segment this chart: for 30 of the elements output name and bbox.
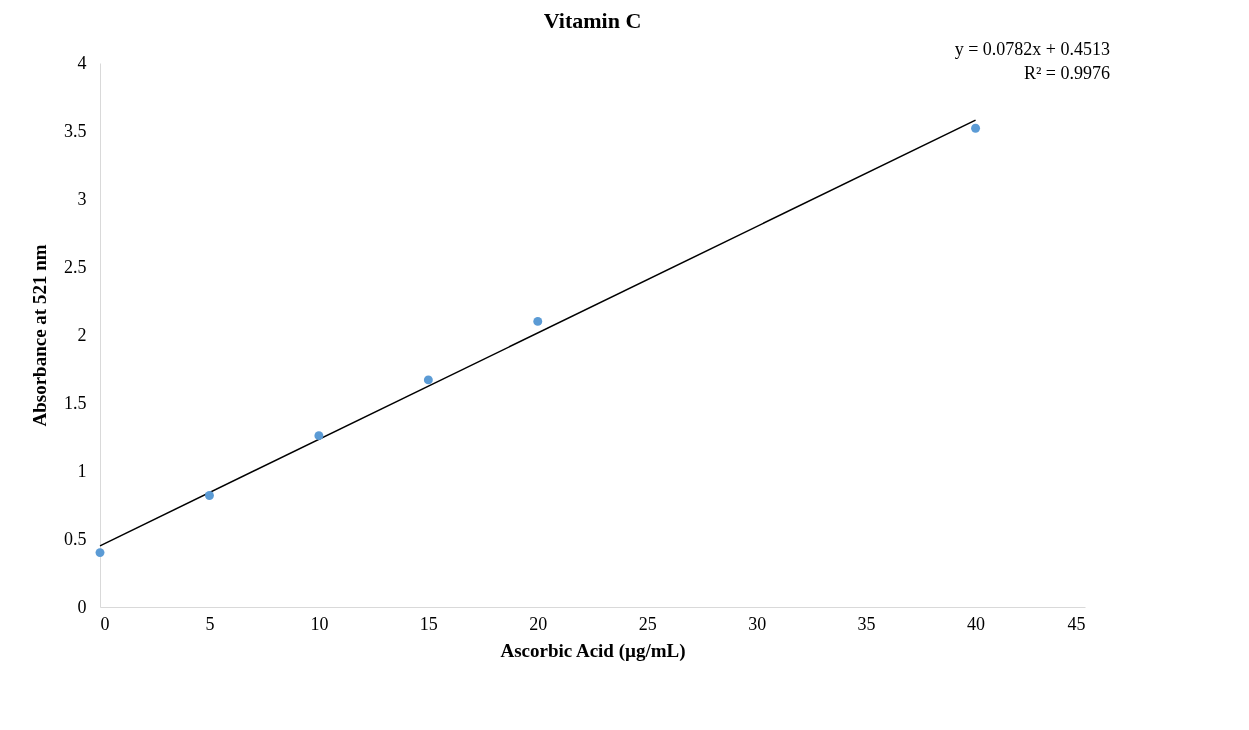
y-tick-label: 2.5 [64,256,87,277]
point [423,375,433,385]
y-axis-title: Absorbance at 521 nm [29,244,50,427]
x-tick-label: 40 [967,613,986,634]
point [95,548,105,558]
x-tick-label: 20 [529,613,548,634]
text: y = 0.0782x + 0.4513 [954,39,1110,59]
point [204,491,214,500]
x-axis-title: Ascorbic Acid (µg/mL) [500,639,686,662]
x-tick-label: 25 [638,613,657,634]
y-tick-label: 2 [77,324,87,345]
y-tick-label: 4 [77,52,87,73]
y-tick-label: 1 [77,460,87,481]
chart-title: Vitamin C [543,8,642,33]
y-tick-label: 0 [77,596,87,617]
x-tick-label: 10 [310,613,329,634]
x-tick-label: 35 [857,613,876,634]
x-tick-label: 0 [100,613,110,634]
annotation: R² = 0.9976 [1023,63,1110,83]
x-tick-label: 15 [419,613,438,634]
point [314,431,324,441]
x-tick-label: 45 [1067,613,1086,634]
point [971,123,981,133]
x-tick-label: 5 [205,613,215,634]
point [533,316,543,326]
y-tick-label: 0.5 [64,528,87,549]
x-tick-label: 30 [748,613,767,634]
y-tick-label: 3.5 [64,120,87,141]
y-tick-label: 3 [77,188,87,209]
y-tick-label: 1.5 [64,392,87,413]
